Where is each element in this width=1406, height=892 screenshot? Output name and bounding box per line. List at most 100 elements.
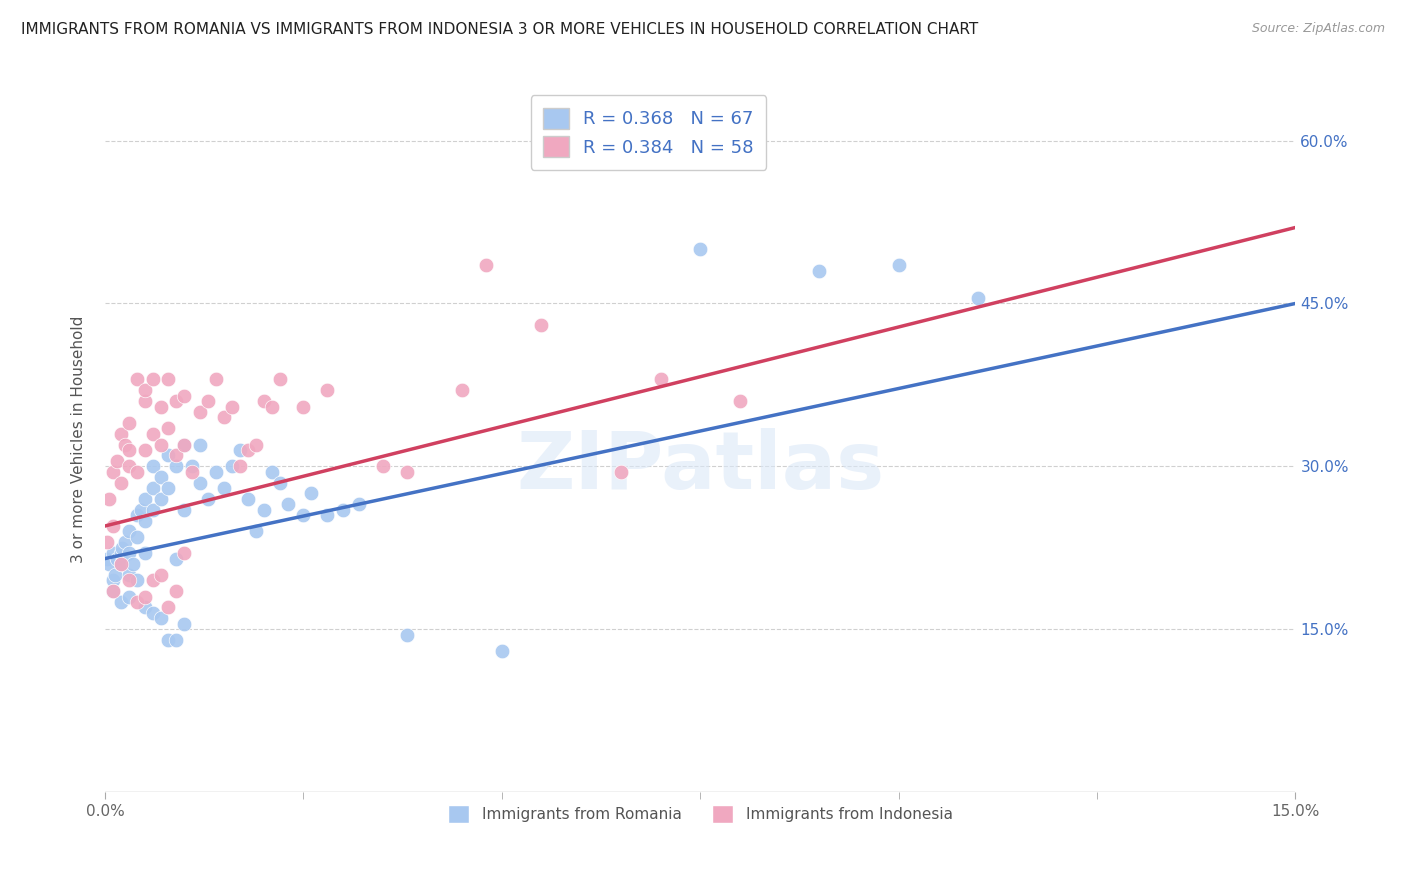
Point bbox=[114, 535, 136, 549]
Point bbox=[212, 481, 235, 495]
Point bbox=[197, 491, 219, 506]
Point bbox=[181, 465, 204, 479]
Point bbox=[105, 454, 128, 468]
Point bbox=[101, 546, 124, 560]
Point bbox=[332, 502, 354, 516]
Point bbox=[316, 384, 339, 398]
Point bbox=[125, 595, 148, 609]
Point bbox=[134, 443, 156, 458]
Point bbox=[157, 600, 180, 615]
Point bbox=[269, 475, 291, 490]
Point bbox=[260, 400, 283, 414]
Point bbox=[142, 372, 165, 386]
Point bbox=[101, 519, 124, 533]
Point bbox=[728, 394, 751, 409]
Point bbox=[134, 546, 156, 560]
Point bbox=[371, 459, 394, 474]
Point bbox=[101, 584, 124, 599]
Point bbox=[134, 514, 156, 528]
Point bbox=[887, 259, 910, 273]
Point bbox=[967, 291, 990, 305]
Point bbox=[118, 524, 141, 539]
Text: Source: ZipAtlas.com: Source: ZipAtlas.com bbox=[1251, 22, 1385, 36]
Legend: Immigrants from Romania, Immigrants from Indonesia: Immigrants from Romania, Immigrants from… bbox=[437, 795, 963, 834]
Point bbox=[610, 112, 633, 126]
Point bbox=[245, 524, 267, 539]
Y-axis label: 3 or more Vehicles in Household: 3 or more Vehicles in Household bbox=[72, 316, 86, 563]
Point bbox=[134, 394, 156, 409]
Point bbox=[173, 502, 195, 516]
Point bbox=[101, 574, 124, 588]
Point bbox=[181, 459, 204, 474]
Point bbox=[125, 372, 148, 386]
Point bbox=[110, 557, 132, 571]
Point bbox=[260, 465, 283, 479]
Point bbox=[149, 611, 172, 625]
Point bbox=[395, 627, 418, 641]
Point bbox=[110, 546, 132, 560]
Point bbox=[149, 437, 172, 451]
Point bbox=[229, 459, 252, 474]
Point bbox=[110, 595, 132, 609]
Point bbox=[96, 551, 118, 566]
Point bbox=[277, 497, 299, 511]
Point bbox=[118, 567, 141, 582]
Point bbox=[205, 372, 228, 386]
Point bbox=[149, 491, 172, 506]
Point bbox=[165, 584, 187, 599]
Point bbox=[205, 465, 228, 479]
Point bbox=[165, 394, 187, 409]
Point bbox=[134, 491, 156, 506]
Point bbox=[142, 502, 165, 516]
Point bbox=[103, 567, 125, 582]
Point bbox=[142, 426, 165, 441]
Point bbox=[451, 384, 474, 398]
Point bbox=[101, 465, 124, 479]
Point bbox=[475, 259, 498, 273]
Point bbox=[118, 459, 141, 474]
Point bbox=[173, 546, 195, 560]
Point bbox=[97, 491, 120, 506]
Point bbox=[292, 400, 315, 414]
Point bbox=[114, 437, 136, 451]
Point bbox=[491, 644, 513, 658]
Point bbox=[157, 421, 180, 435]
Point bbox=[149, 400, 172, 414]
Point bbox=[142, 606, 165, 620]
Point bbox=[157, 632, 180, 647]
Point bbox=[149, 470, 172, 484]
Point bbox=[221, 400, 243, 414]
Point bbox=[149, 567, 172, 582]
Point bbox=[118, 590, 141, 604]
Point bbox=[118, 416, 141, 430]
Point bbox=[165, 459, 187, 474]
Point bbox=[395, 465, 418, 479]
Point bbox=[253, 394, 276, 409]
Text: ZIPatlas: ZIPatlas bbox=[516, 428, 884, 507]
Point bbox=[173, 437, 195, 451]
Point bbox=[110, 475, 132, 490]
Point bbox=[188, 475, 211, 490]
Point bbox=[347, 497, 370, 511]
Point bbox=[229, 443, 252, 458]
Point bbox=[134, 590, 156, 604]
Point bbox=[125, 465, 148, 479]
Point bbox=[110, 426, 132, 441]
Point bbox=[129, 502, 152, 516]
Point bbox=[197, 394, 219, 409]
Point bbox=[212, 410, 235, 425]
Point bbox=[105, 551, 128, 566]
Point bbox=[173, 616, 195, 631]
Point bbox=[101, 584, 124, 599]
Point bbox=[96, 535, 118, 549]
Point bbox=[118, 443, 141, 458]
Point bbox=[610, 465, 633, 479]
Point bbox=[142, 574, 165, 588]
Point bbox=[110, 557, 132, 571]
Point bbox=[134, 384, 156, 398]
Point bbox=[111, 541, 134, 555]
Point bbox=[689, 242, 711, 256]
Point bbox=[269, 372, 291, 386]
Text: IMMIGRANTS FROM ROMANIA VS IMMIGRANTS FROM INDONESIA 3 OR MORE VEHICLES IN HOUSE: IMMIGRANTS FROM ROMANIA VS IMMIGRANTS FR… bbox=[21, 22, 979, 37]
Point bbox=[316, 508, 339, 523]
